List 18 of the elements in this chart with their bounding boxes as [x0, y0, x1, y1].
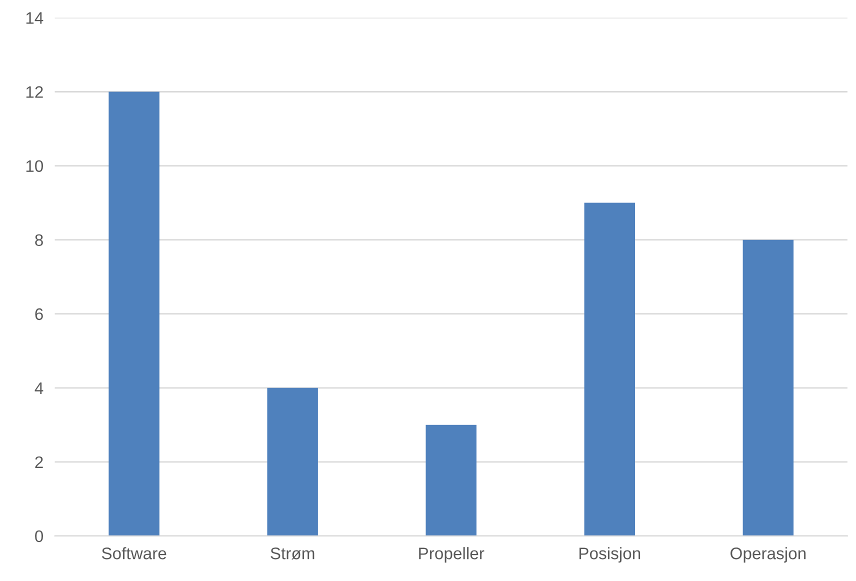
- y-tick-label: 2: [35, 456, 43, 468]
- bar: [742, 240, 794, 536]
- x-tick-label: Software: [102, 547, 166, 560]
- bar: [108, 92, 160, 536]
- bar: [267, 388, 318, 536]
- x-tick-label: Propeller: [419, 547, 484, 563]
- y-tick-label: 10: [26, 160, 44, 172]
- y-tick-label: 14: [26, 12, 44, 24]
- x-tick-label: Strøm: [270, 548, 314, 560]
- y-tick-label: 6: [35, 308, 43, 320]
- y-tick-label: 4: [34, 382, 44, 394]
- y-tick-label: 0: [35, 530, 44, 542]
- x-tick-label: Posisjon: [580, 547, 640, 563]
- bar: [426, 424, 476, 536]
- x-tick-label: Operasjon: [730, 547, 806, 563]
- y-tick-label: 8: [35, 234, 43, 246]
- y-tick-label: 12: [26, 86, 43, 98]
- bar: [584, 202, 636, 536]
